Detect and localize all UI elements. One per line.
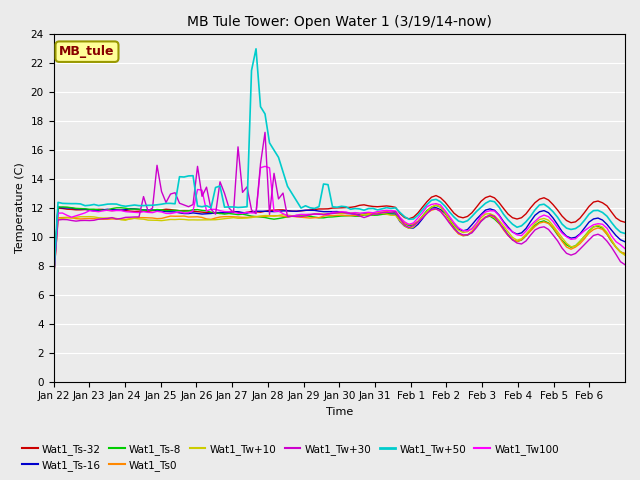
Wat1_Ts-8 (545, 220, 552, 226)
Wat1_Tw+30 (351, 211, 359, 217)
Line: Wat1_Ts-16: Wat1_Ts-16 (54, 207, 625, 280)
Wat1_Tw+10 (50, 277, 58, 283)
Wat1_Ts-8 (284, 214, 291, 220)
Wat1_Tw+30 (261, 130, 269, 135)
Wat1_Ts-32 (261, 208, 269, 214)
Wat1_Tw+30 (189, 202, 197, 207)
Wat1_Ts-16 (545, 210, 552, 216)
Wat1_Tw+50 (266, 140, 273, 146)
Line: Wat1_Ts0: Wat1_Ts0 (54, 209, 625, 280)
Wat1_Tw+10 (545, 217, 552, 223)
Wat1_Ts0 (432, 206, 440, 212)
Wat1_Ts-8 (189, 207, 197, 213)
Line: Wat1_Tw+30: Wat1_Tw+30 (54, 132, 625, 280)
Wat1_Ts-8 (432, 203, 440, 208)
Wat1_Ts-8 (598, 225, 606, 231)
Wat1_Tw100 (598, 221, 606, 227)
Wat1_Tw+30 (288, 213, 296, 219)
Wat1_Ts-16 (598, 217, 606, 223)
Wat1_Ts-32 (284, 208, 291, 214)
Wat1_Tw+10 (432, 202, 440, 208)
Wat1_Ts0 (50, 277, 58, 283)
X-axis label: Time: Time (326, 407, 353, 417)
Wat1_Ts0 (261, 214, 269, 219)
Wat1_Ts-32 (598, 200, 606, 205)
Line: Wat1_Tw100: Wat1_Tw100 (54, 167, 625, 280)
Wat1_Tw+50 (598, 210, 606, 216)
Y-axis label: Temperature (C): Temperature (C) (15, 163, 25, 253)
Line: Wat1_Ts-32: Wat1_Ts-32 (54, 195, 625, 280)
Wat1_Tw+10 (261, 213, 269, 218)
Wat1_Tw+30 (50, 277, 58, 283)
Wat1_Tw+30 (621, 262, 629, 267)
Wat1_Ts0 (284, 214, 291, 220)
Wat1_Ts-16 (194, 211, 202, 216)
Wat1_Tw+50 (545, 204, 552, 210)
Wat1_Tw+50 (288, 191, 296, 196)
Wat1_Tw+50 (252, 46, 260, 52)
Wat1_Ts-32 (189, 208, 197, 214)
Wat1_Ts-16 (351, 211, 359, 217)
Wat1_Tw100 (261, 164, 269, 169)
Wat1_Tw+10 (347, 210, 355, 216)
Wat1_Tw+30 (545, 227, 552, 232)
Wat1_Tw+10 (284, 212, 291, 218)
Wat1_Tw+50 (621, 230, 629, 236)
Wat1_Ts-16 (54, 204, 62, 210)
Wat1_Ts-8 (347, 213, 355, 218)
Wat1_Ts-16 (288, 208, 296, 214)
Wat1_Tw100 (351, 210, 359, 216)
Wat1_Tw+30 (598, 234, 606, 240)
Wat1_Tw+50 (50, 277, 58, 283)
Title: MB Tule Tower: Open Water 1 (3/19/14-now): MB Tule Tower: Open Water 1 (3/19/14-now… (187, 15, 492, 29)
Wat1_Ts-16 (266, 208, 273, 214)
Wat1_Ts-32 (621, 219, 629, 225)
Wat1_Ts-8 (50, 277, 58, 283)
Wat1_Tw100 (621, 246, 629, 252)
Wat1_Ts-16 (621, 239, 629, 245)
Wat1_Tw100 (288, 214, 296, 219)
Wat1_Ts-8 (621, 251, 629, 257)
Legend: Wat1_Ts-32, Wat1_Ts-16, Wat1_Ts-8, Wat1_Ts0, Wat1_Tw+10, Wat1_Tw+30, Wat1_Tw+50,: Wat1_Ts-32, Wat1_Ts-16, Wat1_Ts-8, Wat1_… (18, 439, 563, 475)
Wat1_Ts-32 (50, 277, 58, 283)
Wat1_Tw+10 (189, 217, 197, 223)
Wat1_Ts-8 (261, 215, 269, 220)
Wat1_Tw+50 (351, 205, 359, 211)
Wat1_Ts-16 (50, 277, 58, 283)
Wat1_Ts-32 (545, 197, 552, 203)
Wat1_Tw+50 (189, 173, 197, 179)
Wat1_Ts-32 (432, 192, 440, 198)
Wat1_Tw100 (189, 208, 197, 214)
Wat1_Ts-32 (347, 204, 355, 210)
Text: MB_tule: MB_tule (60, 45, 115, 58)
Wat1_Tw+30 (266, 212, 273, 217)
Line: Wat1_Ts-8: Wat1_Ts-8 (54, 205, 625, 280)
Line: Wat1_Tw+10: Wat1_Tw+10 (54, 205, 625, 280)
Wat1_Tw100 (545, 214, 552, 219)
Wat1_Ts0 (545, 221, 552, 227)
Wat1_Ts0 (621, 251, 629, 256)
Wat1_Ts0 (347, 213, 355, 218)
Wat1_Tw+10 (598, 224, 606, 230)
Line: Wat1_Tw+50: Wat1_Tw+50 (54, 49, 625, 280)
Wat1_Ts0 (598, 227, 606, 232)
Wat1_Tw100 (266, 165, 273, 171)
Wat1_Tw100 (50, 277, 58, 283)
Wat1_Ts0 (189, 214, 197, 220)
Wat1_Tw+10 (621, 252, 629, 258)
